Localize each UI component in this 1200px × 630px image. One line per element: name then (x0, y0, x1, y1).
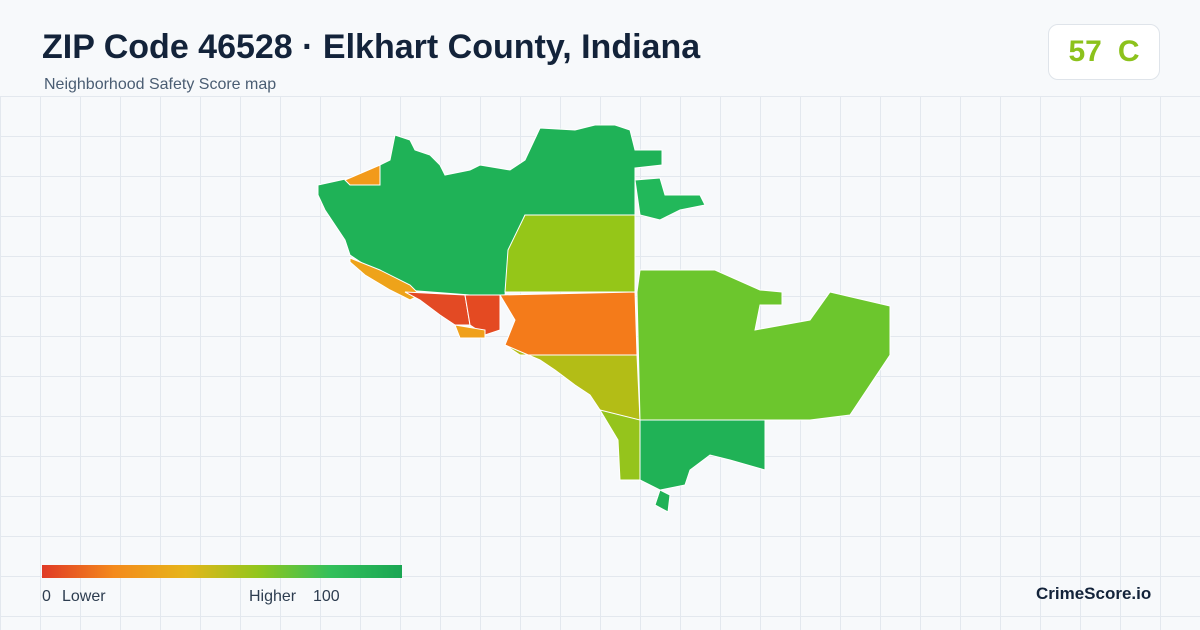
legend-min-label: Lower (62, 588, 106, 605)
brand: CrimeScore.io (1036, 584, 1152, 603)
legend-gradient (42, 565, 402, 578)
header: ZIP Code 46528 · Elkhart County, Indiana… (0, 0, 1200, 96)
area (499, 291, 638, 356)
area (454, 324, 486, 339)
area (634, 177, 706, 221)
area (344, 164, 381, 186)
subtitle: Neighborhood Safety Score map (44, 76, 277, 93)
score-badge: 57 C (1048, 24, 1160, 80)
area (349, 257, 421, 301)
legend-max-label: Higher (249, 588, 297, 605)
area (636, 269, 891, 421)
area (639, 419, 766, 513)
area (464, 294, 501, 336)
area (504, 214, 636, 293)
legend-max: 100 (313, 588, 340, 605)
score: 57 (1068, 35, 1102, 68)
area (404, 291, 471, 326)
legend-min: 0 (42, 588, 51, 605)
grade: C (1117, 35, 1140, 68)
area (504, 344, 641, 421)
area (598, 409, 641, 481)
title: ZIP Code 46528 · Elkhart County, Indiana (42, 28, 701, 66)
